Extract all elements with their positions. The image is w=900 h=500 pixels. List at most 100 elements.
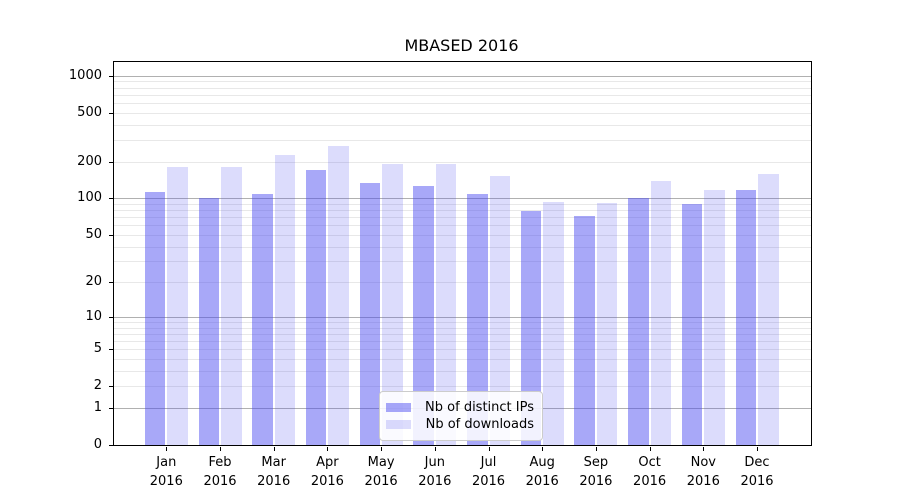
minor-gridline xyxy=(114,261,811,263)
minor-gridline xyxy=(114,386,811,388)
x-tick-label-jul: Jul 2016 xyxy=(471,455,506,489)
bar-distinct-ips-apr xyxy=(305,169,327,445)
bar-distinct-ips-sep xyxy=(574,215,595,445)
plot-area: 1000 500 200 100 50 20 10 5 2 1 0 Jan 2016 Feb 2016 Mar… xyxy=(69,61,812,489)
bar-downloads-jun xyxy=(435,164,457,445)
x-tick-mark xyxy=(488,446,490,451)
bar-distinct-ips-oct xyxy=(628,197,649,445)
x-tick-label-jun: Jun 2016 xyxy=(418,455,452,489)
legend-swatch-downloads xyxy=(386,419,411,430)
x-tick-label-feb: Feb 2016 xyxy=(203,455,237,489)
x-tick-mark xyxy=(327,446,329,451)
minor-gridline xyxy=(114,124,811,126)
x-tick-label-sep: Sep 2016 xyxy=(579,455,613,489)
x-tick-label-mar: Mar 2016 xyxy=(257,455,291,489)
bar-distinct-ips-feb xyxy=(198,198,219,445)
minor-gridline xyxy=(114,81,811,83)
y-tick-mark xyxy=(108,282,113,284)
bar-downloads-oct xyxy=(650,180,672,445)
bar-downloads-sep xyxy=(596,202,618,445)
bar-downloads-mar xyxy=(274,155,296,445)
y-tick-label: 20 xyxy=(85,274,102,290)
x-tick-label-dec: Dec 2016 xyxy=(740,455,774,489)
x-tick-mark xyxy=(595,446,597,451)
y-tick-mark xyxy=(108,198,113,200)
x-tick-mark xyxy=(542,446,544,451)
y-tick-label: 100 xyxy=(77,190,102,206)
y-tick-mark xyxy=(108,75,113,77)
bar-distinct-ips-aug xyxy=(520,211,542,445)
x-tick-label-nov: Nov 2016 xyxy=(686,455,720,489)
bar-downloads-nov xyxy=(704,189,725,445)
y-tick-mark xyxy=(108,316,113,318)
x-tick-label-aug: Aug 2016 xyxy=(525,455,559,489)
y-tick-mark xyxy=(108,386,113,388)
major-gridline-100 xyxy=(114,198,811,200)
bar-downloads-dec xyxy=(758,173,779,445)
minor-gridline xyxy=(114,139,811,141)
minor-gridline xyxy=(114,333,811,335)
bar-distinct-ips-nov xyxy=(681,203,703,445)
y-tick-label: 5 xyxy=(93,341,102,357)
minor-gridline xyxy=(114,246,811,248)
bar-downloads-may xyxy=(382,164,403,445)
major-gridline-1000 xyxy=(114,75,811,77)
legend: Nb of distinct IPs Nb of downloads xyxy=(379,391,543,441)
minor-gridline xyxy=(114,282,811,284)
bar-downloads-apr xyxy=(328,145,349,445)
y-tick-label: 50 xyxy=(85,226,102,242)
minor-gridline xyxy=(114,94,811,96)
x-tick-mark xyxy=(166,446,168,451)
x-tick-mark xyxy=(273,446,275,451)
bar-distinct-ips-mar xyxy=(252,193,273,445)
y-tick-mark xyxy=(108,234,113,236)
y-tick-mark xyxy=(108,112,113,114)
minor-gridline xyxy=(114,321,811,323)
bar-distinct-ips-may xyxy=(359,183,381,445)
chart-title: MBASED 2016 xyxy=(404,36,519,55)
x-tick-label-jan: Jan 2016 xyxy=(149,455,183,489)
x-tick-label-may: May 2016 xyxy=(364,455,398,489)
y-tick-mark xyxy=(108,445,113,446)
x-tick-label-apr: Apr 2016 xyxy=(310,455,344,489)
x-tick-mark xyxy=(220,446,221,451)
legend-row-downloads: Nb of downloads xyxy=(386,416,534,433)
minor-gridline xyxy=(114,103,811,104)
minor-gridline xyxy=(114,225,811,227)
bar-downloads-jul xyxy=(489,176,510,445)
minor-gridline xyxy=(114,112,811,114)
minor-gridline xyxy=(114,161,811,163)
x-tick-mark xyxy=(649,446,651,451)
x-tick-label-oct: Oct 2016 xyxy=(633,455,667,489)
legend-swatch-distinct-ips xyxy=(386,402,411,413)
minor-gridline xyxy=(114,87,811,89)
legend-row-distinct-ips: Nb of distinct IPs xyxy=(386,399,534,416)
major-gridline-10 xyxy=(114,316,811,318)
x-tick-mark xyxy=(381,446,383,451)
minor-gridline xyxy=(114,327,811,329)
y-tick-label: 10 xyxy=(85,308,102,324)
bar-distinct-ips-jul xyxy=(467,193,488,445)
bar-distinct-ips-jun xyxy=(413,186,434,445)
minor-gridline xyxy=(114,370,811,372)
minor-gridline xyxy=(114,349,811,351)
bar-distinct-ips-dec xyxy=(735,189,756,445)
legend-label: Nb of distinct IPs xyxy=(425,400,534,415)
minor-gridline xyxy=(114,234,811,236)
minor-gridline xyxy=(114,203,811,205)
minor-gridline xyxy=(114,359,811,360)
bar-downloads-aug xyxy=(543,202,564,445)
bar-downloads-feb xyxy=(221,167,242,445)
y-tick-label: 1 xyxy=(93,399,102,415)
x-tick-mark xyxy=(757,446,758,451)
y-tick-label: 0 xyxy=(93,437,102,452)
y-tick-label: 2 xyxy=(93,378,102,394)
y-tick-mark xyxy=(108,407,113,409)
minor-gridline xyxy=(114,210,811,212)
minor-gridline xyxy=(114,217,811,219)
legend-label: Nb of downloads xyxy=(425,417,534,432)
y-tick-label: 500 xyxy=(77,104,102,120)
minor-gridline xyxy=(114,341,811,342)
bar-distinct-ips-jan xyxy=(144,192,166,445)
